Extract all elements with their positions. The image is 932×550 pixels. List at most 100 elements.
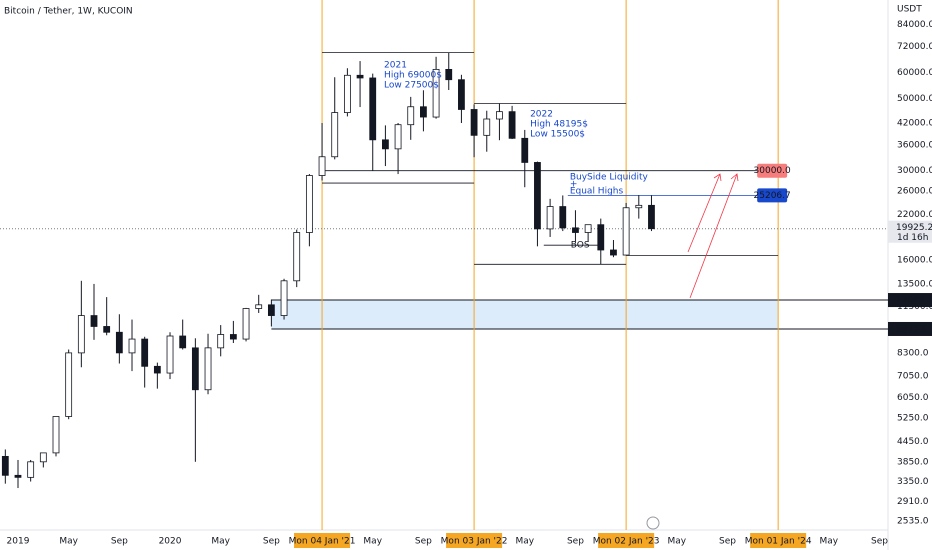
x-tick-label: May	[667, 537, 686, 547]
candle-body	[90, 315, 98, 327]
y-tick-label: 72000.0	[897, 42, 932, 52]
price-tag	[888, 293, 932, 308]
candle-body	[508, 111, 516, 139]
x-tick-label: May	[820, 537, 839, 547]
price-tag	[888, 321, 932, 336]
arrows	[687, 173, 739, 299]
y-tick-label: 8300.0	[897, 348, 929, 358]
candle-body	[305, 175, 313, 233]
candle-body	[52, 416, 60, 454]
candle-body	[534, 162, 541, 230]
candle-body	[267, 304, 275, 316]
y-tick-label: 84000.0	[897, 20, 932, 30]
candle-body	[179, 335, 187, 349]
price-tag	[757, 163, 788, 178]
x-tick-highlight	[446, 533, 503, 548]
y-tick-label: 50000.0	[897, 94, 932, 104]
candle-body	[445, 68, 453, 81]
candle-body	[559, 206, 567, 229]
y-tick-label: 2910.0	[897, 497, 929, 507]
y-tick-label: 6050.0	[897, 393, 929, 403]
x-tick-label: Sep	[567, 537, 584, 547]
annotation: 2022	[530, 110, 553, 120]
icon	[646, 516, 660, 530]
annotation: BuySide Liquidity	[570, 173, 649, 183]
candle-body	[356, 74, 364, 79]
candle-body	[229, 334, 237, 340]
x-tick-highlight	[598, 533, 655, 548]
y-tick-label: 13500.0	[897, 279, 932, 289]
candle-body	[470, 109, 478, 136]
x-tick-label: May	[211, 537, 230, 547]
zone	[271, 300, 779, 329]
y-tick-label: 36000.0	[897, 140, 932, 150]
price-tag-label: 30000.0	[754, 166, 791, 176]
y-unit: USDT	[897, 5, 922, 15]
price-tag-label: 25206.7	[754, 191, 791, 201]
candle-body	[255, 304, 263, 309]
candle-body	[648, 204, 655, 230]
candle-body	[153, 365, 161, 374]
y-tick-label: 3350.0	[897, 477, 929, 487]
y-tick-label: 3850.0	[897, 457, 929, 467]
candle-body	[496, 111, 503, 120]
x-tick-label: May	[363, 537, 382, 547]
candle-body	[141, 338, 149, 367]
candle-body	[242, 308, 250, 340]
price-tag-label: 19925.2	[896, 223, 932, 233]
candle-body	[318, 156, 326, 176]
y-tick-label: 30000.0	[897, 166, 932, 176]
x-tick-highlight	[750, 533, 807, 548]
candle-body	[77, 315, 85, 354]
candle-body	[635, 204, 643, 209]
countdown-label: 1d 16h	[897, 233, 928, 243]
candle-body	[597, 224, 605, 251]
candle-body	[280, 280, 288, 316]
y-tick-label: 7050.0	[897, 372, 929, 382]
candle-body	[115, 331, 123, 354]
candle-body	[432, 68, 440, 118]
x-tick-label: Mon 01 Jan '24	[745, 537, 812, 547]
candle-body	[546, 206, 554, 230]
price-tag	[757, 188, 788, 203]
annotation: +	[570, 180, 578, 190]
y-tick-label: 42000.0	[897, 118, 932, 128]
candle-body	[521, 137, 529, 163]
price-tag-label: 12049.4	[896, 296, 932, 306]
x-tick-label: Sep	[111, 537, 128, 547]
candle-body	[293, 232, 301, 282]
x-tick-label: May	[59, 537, 78, 547]
candle-body	[191, 347, 199, 391]
y-tick-label: 26000.0	[897, 186, 932, 196]
candle-body	[622, 207, 630, 256]
candle-body	[39, 452, 47, 463]
x-tick-label: Sep	[415, 537, 432, 547]
y-tick-label: 5250.0	[897, 413, 929, 423]
y-tick-label: 11500.0	[897, 302, 932, 312]
candle-body	[572, 227, 579, 233]
x-tick-label: Sep	[263, 537, 280, 547]
candle-body	[1, 455, 9, 476]
x-tick-label: Mon 04 Jan '21	[289, 537, 356, 547]
y-tick-label: 60000.0	[897, 68, 932, 78]
candle-body	[103, 326, 111, 333]
candle-body	[584, 224, 592, 233]
chart-title: Bitcoin / Tether, 1W, KUCOIN	[4, 7, 133, 17]
y-tick-label: 4450.0	[897, 437, 929, 447]
candle-body	[331, 112, 339, 158]
x-tick-highlight	[294, 533, 351, 548]
candle-body	[420, 106, 427, 118]
annotation: Low 27500$	[384, 81, 439, 91]
candle-body	[369, 77, 377, 141]
candle-body	[204, 347, 212, 391]
annotation: Equal Highs	[570, 187, 624, 197]
candle-body	[407, 106, 415, 126]
price-tag	[888, 220, 932, 243]
candle-body	[458, 79, 465, 110]
x-tick-label: Mon 03 Jan '22	[441, 537, 508, 547]
x-tick-label: Sep	[719, 537, 736, 547]
x-tick-label: Mon 02 Jan '23	[593, 537, 660, 547]
y-tick-label: 2535.0	[897, 517, 929, 527]
